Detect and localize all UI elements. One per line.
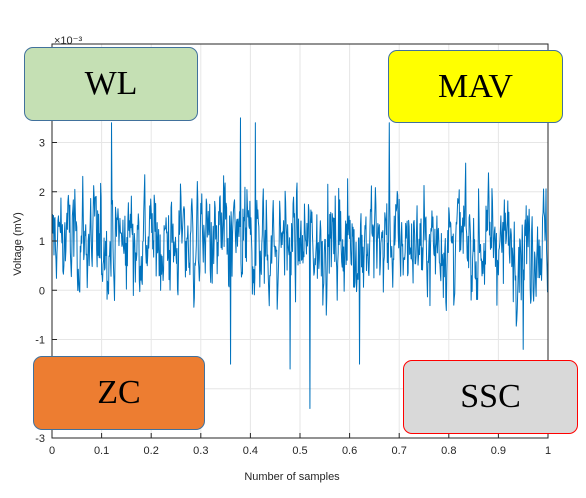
zc-label-box: ZC: [33, 356, 205, 430]
ssc-label-box: SSC: [403, 360, 578, 434]
x-tick-label: 0.1: [94, 445, 109, 457]
y-tick-label: 1: [39, 236, 45, 248]
x-tick-label: 0.8: [441, 445, 456, 457]
y-tick-label: 0: [39, 285, 45, 297]
y-tick-label: 2: [39, 187, 45, 199]
x-axis-ticks: 0 0.1 0.2 0.3 0.4 0.5 0.6 0.7 0.8 0.9 1: [49, 433, 551, 457]
x-axis-label: Number of samples: [244, 471, 340, 483]
wl-label-box: WL: [24, 47, 198, 121]
y-exponent-label: ×10⁻³: [54, 35, 82, 47]
mav-label-box: MAV: [388, 50, 563, 123]
x-tick-label: 0.9: [491, 445, 506, 457]
x-tick-label: 0.5: [292, 445, 307, 457]
y-tick-label: 3: [39, 138, 45, 150]
x-tick-label: 0.3: [193, 445, 208, 457]
y-tick-label: -1: [35, 335, 45, 347]
y-tick-label: -3: [35, 433, 45, 445]
x-tick-label: 0.6: [342, 445, 357, 457]
x-tick-label: 0: [49, 445, 55, 457]
x-tick-label: 0.4: [243, 445, 258, 457]
x-tick-label: 1: [545, 445, 551, 457]
x-tick-label: 0.2: [144, 445, 159, 457]
signal-line: [51, 117, 549, 409]
y-axis-label: Voltage (mV): [12, 212, 24, 276]
x-tick-label: 0.7: [392, 445, 407, 457]
